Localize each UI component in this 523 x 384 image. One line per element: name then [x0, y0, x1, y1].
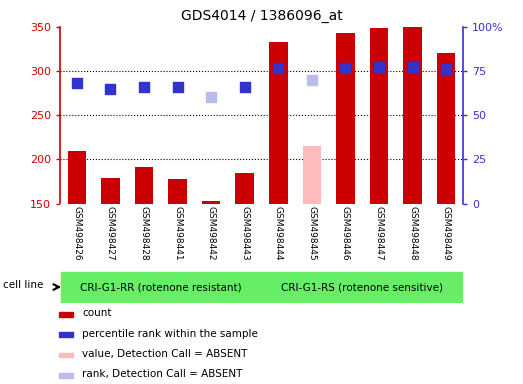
Point: [241, 84, 249, 90]
Text: value, Detection Call = ABSENT: value, Detection Call = ABSENT: [82, 349, 247, 359]
Text: GSM498446: GSM498446: [341, 205, 350, 260]
Bar: [263, 272, 462, 302]
Text: GSM498448: GSM498448: [408, 205, 417, 260]
Bar: [168, 179, 187, 204]
Bar: [269, 42, 288, 204]
Point: [341, 65, 349, 71]
Text: percentile rank within the sample: percentile rank within the sample: [82, 329, 258, 339]
Text: GSM498447: GSM498447: [374, 205, 383, 260]
Text: CRI-G1-RR (rotenone resistant): CRI-G1-RR (rotenone resistant): [80, 282, 242, 292]
Bar: [61, 272, 260, 302]
Bar: [67, 151, 86, 204]
Bar: [336, 33, 355, 204]
Point: [442, 66, 450, 72]
Point: [174, 84, 182, 90]
Text: GSM498449: GSM498449: [441, 205, 451, 260]
Point: [308, 77, 316, 83]
Text: CRI-G1-RS (rotenone sensitive): CRI-G1-RS (rotenone sensitive): [281, 282, 443, 292]
Point: [140, 84, 148, 90]
Text: GSM498442: GSM498442: [207, 205, 215, 260]
Text: GSM498427: GSM498427: [106, 205, 115, 260]
Text: cell line: cell line: [3, 280, 43, 290]
Point: [207, 94, 215, 100]
Point: [73, 80, 81, 86]
Text: GSM498443: GSM498443: [240, 205, 249, 260]
Title: GDS4014 / 1386096_at: GDS4014 / 1386096_at: [180, 9, 343, 23]
Bar: [59, 312, 73, 317]
Bar: [59, 353, 73, 358]
Point: [375, 64, 383, 70]
Point: [106, 86, 115, 92]
Bar: [59, 332, 73, 337]
Bar: [303, 146, 321, 204]
Bar: [59, 372, 73, 377]
Text: count: count: [82, 308, 112, 318]
Text: GSM498445: GSM498445: [308, 205, 316, 260]
Bar: [370, 28, 388, 204]
Point: [408, 64, 417, 70]
Text: GSM498441: GSM498441: [173, 205, 182, 260]
Bar: [135, 167, 153, 204]
Text: GSM498426: GSM498426: [72, 205, 82, 260]
Text: GSM498428: GSM498428: [140, 205, 149, 260]
Bar: [202, 201, 220, 204]
Bar: [403, 27, 422, 204]
Bar: [235, 173, 254, 204]
Text: rank, Detection Call = ABSENT: rank, Detection Call = ABSENT: [82, 369, 243, 379]
Text: GSM498444: GSM498444: [274, 205, 283, 260]
Bar: [101, 178, 120, 204]
Bar: [437, 53, 456, 204]
Point: [274, 65, 282, 71]
